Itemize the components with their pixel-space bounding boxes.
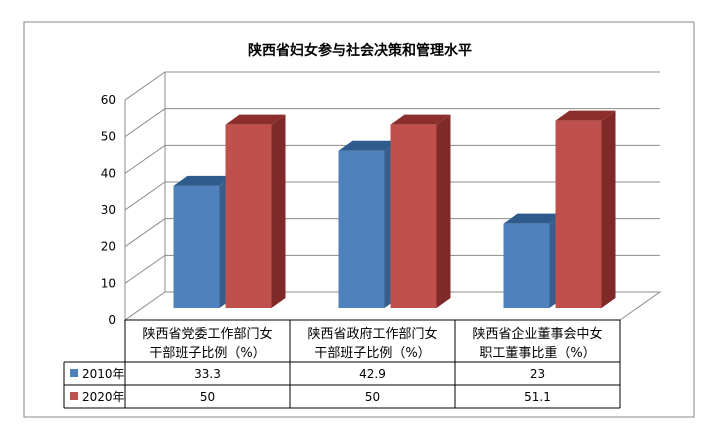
- data-table: 陕西省党委工作部门女干部班子比例（%）陕西省政府工作部门女干部班子比例（%）陕西…: [63, 319, 621, 409]
- data-label: 33.3: [194, 367, 221, 381]
- bar-top: [503, 213, 564, 224]
- bar-side: [271, 114, 286, 309]
- category-label: 陕西省企业董事会中女: [472, 326, 602, 342]
- bar-top: [225, 114, 286, 125]
- bar-top: [555, 110, 616, 121]
- data-label: 23: [530, 367, 545, 381]
- gridline: [124, 144, 660, 174]
- bar: [225, 124, 272, 309]
- bar: [338, 150, 385, 308]
- bar-top: [390, 114, 451, 125]
- bar: [503, 223, 550, 308]
- y-tick-label: 20: [101, 240, 116, 254]
- category-label: 职工董事比重（%）: [479, 345, 595, 361]
- bars-layer: [173, 110, 616, 309]
- y-tick-label: 40: [101, 166, 116, 180]
- legend-swatch: [70, 369, 78, 377]
- category-label: 陕西省政府工作部门女: [307, 326, 437, 342]
- bar-side: [601, 110, 616, 308]
- legend-label: 2020年: [82, 390, 125, 404]
- y-tick-label: 60: [101, 93, 116, 107]
- y-tick-label: 10: [101, 276, 116, 290]
- legend-swatch: [70, 392, 78, 400]
- gridline: [124, 218, 660, 248]
- category-label: 陕西省党委工作部门女: [142, 326, 272, 342]
- y-tick-label: 50: [101, 130, 116, 144]
- y-tick-label: 30: [101, 203, 116, 217]
- gridline: [124, 108, 660, 138]
- bar-top: [338, 140, 399, 151]
- bar: [390, 124, 437, 309]
- gridline: [124, 71, 660, 101]
- bar: [555, 120, 602, 308]
- bar: [173, 185, 220, 308]
- category-label: 干部班子比例（%）: [149, 346, 265, 361]
- data-label: 50: [200, 390, 215, 404]
- data-label: 50: [365, 390, 380, 404]
- gridline: [124, 181, 660, 211]
- bar-side: [436, 114, 451, 309]
- data-label: 42.9: [359, 367, 386, 381]
- gridline: [124, 254, 660, 284]
- chart-title: 陕西省妇女参与社会决策和管理水平: [248, 42, 472, 59]
- legend-label: 2010年: [82, 367, 125, 381]
- bar-top: [173, 175, 234, 186]
- category-label: 干部班子比例（%）: [314, 346, 430, 361]
- data-label: 51.1: [524, 390, 551, 404]
- y-tick-label: 0: [108, 313, 116, 327]
